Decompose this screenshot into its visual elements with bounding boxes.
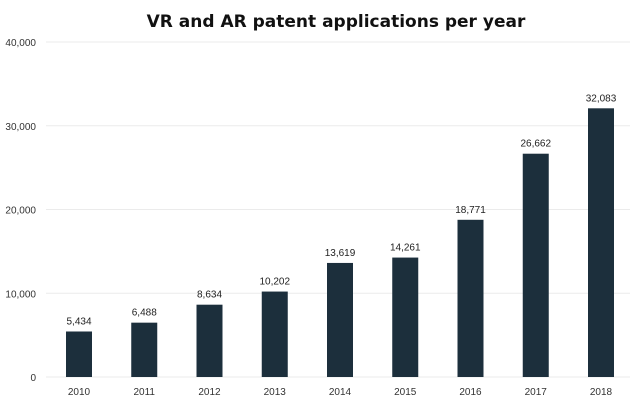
x-tick-label: 2016 [459, 387, 482, 398]
data-label: 18,771 [455, 205, 486, 216]
data-label: 32,083 [586, 93, 617, 104]
x-tick-label: 2018 [590, 387, 613, 398]
bar-2013 [261, 291, 288, 377]
data-label: 6,488 [132, 308, 157, 319]
bar-2015 [392, 257, 419, 377]
y-tick-label: 10,000 [5, 289, 36, 300]
data-label: 13,619 [325, 248, 356, 259]
x-tick-label: 2013 [264, 387, 287, 398]
y-tick-label: 40,000 [5, 38, 36, 49]
y-tick-label: 20,000 [5, 206, 36, 217]
data-label: 26,662 [520, 139, 551, 150]
bar-2011 [131, 322, 158, 377]
y-tick-label: 0 [30, 373, 36, 384]
bar-2017 [522, 153, 549, 377]
data-label: 10,202 [259, 277, 290, 288]
bar-2018 [588, 108, 614, 378]
x-tick-label: 2017 [525, 387, 548, 398]
data-label: 14,261 [390, 243, 421, 254]
chart-title: VR and AR patent applications per year [147, 12, 526, 32]
x-tick-label: 2012 [198, 387, 221, 398]
x-tick-label: 2011 [133, 387, 155, 398]
x-tick-label: 2015 [394, 387, 417, 398]
bar-2012 [196, 304, 223, 377]
x-tick-label: 2014 [329, 387, 352, 398]
bar-2014 [327, 262, 353, 377]
bar-2016 [457, 219, 484, 377]
y-tick-label: 30,000 [5, 122, 36, 133]
data-label: 5,434 [66, 316, 91, 327]
data-label: 8,634 [197, 290, 222, 301]
x-tick-label: 2010 [68, 387, 91, 398]
bar-2010 [66, 331, 92, 377]
